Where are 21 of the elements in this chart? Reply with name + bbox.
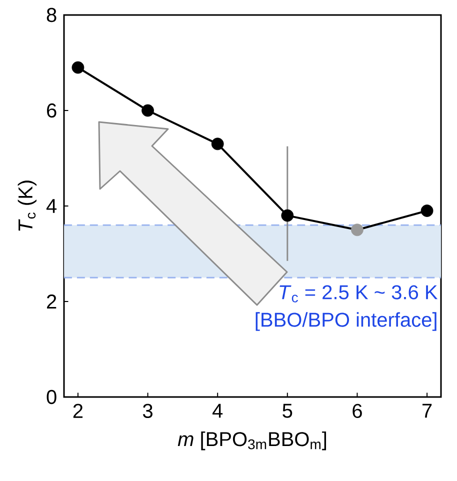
y-axis-title: T$_{c}$ (K) bbox=[18, 180, 36, 231]
y-tick-label: 8 bbox=[46, 8, 56, 22]
annotation: T$_{c}$ = 2.5 K ~ 3.6 K bbox=[280, 285, 438, 302]
x-tick-label: 6 bbox=[352, 404, 362, 418]
point bbox=[211, 138, 224, 150]
y-tick-label: 2 bbox=[47, 294, 56, 308]
x-axis-title: m [BPO$_{3m}$BBO$_{m}$] bbox=[178, 432, 326, 450]
x-tick-label: 3 bbox=[142, 404, 152, 418]
y-tick-label: 4 bbox=[46, 199, 57, 213]
y-tick-label: 0 bbox=[46, 390, 56, 404]
x-tick-label: 5 bbox=[282, 404, 292, 418]
annotation: [BBO/BPO interface] bbox=[256, 312, 436, 331]
x-tick-label: 4 bbox=[212, 404, 223, 418]
point bbox=[281, 209, 294, 222]
point bbox=[351, 224, 364, 236]
x-tick-label: 7 bbox=[422, 404, 432, 418]
point bbox=[420, 204, 434, 217]
x-tick-label: 2 bbox=[73, 404, 83, 418]
y-tick-label: 6 bbox=[47, 103, 56, 118]
point bbox=[142, 104, 154, 117]
point bbox=[72, 61, 84, 74]
